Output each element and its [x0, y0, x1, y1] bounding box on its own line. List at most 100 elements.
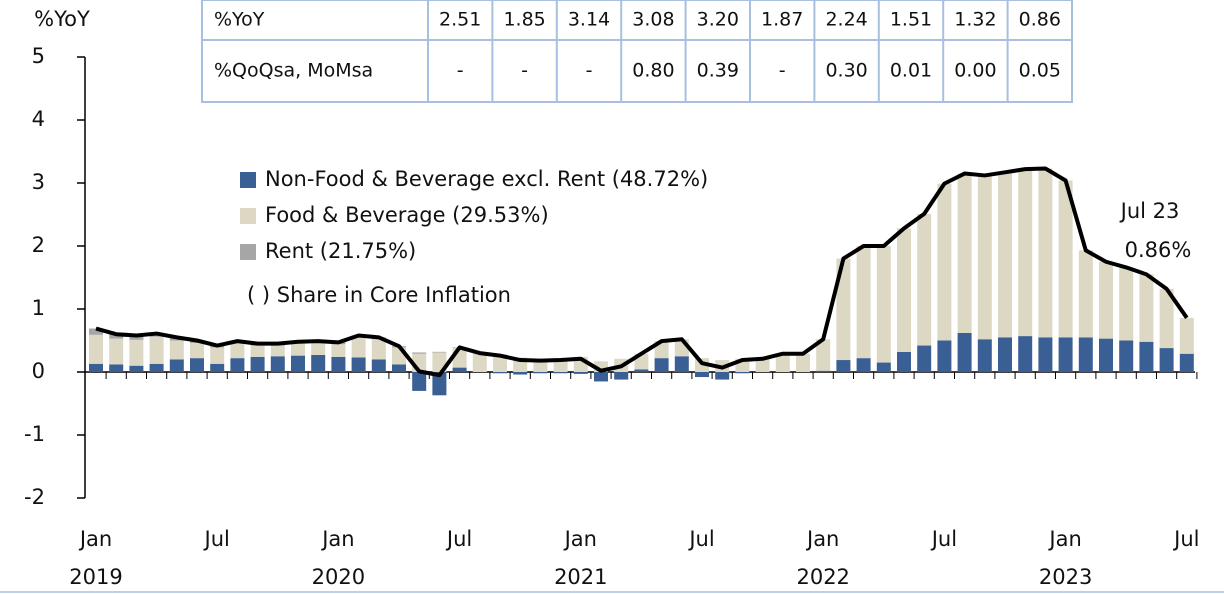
table-cell: 2.24 — [825, 9, 867, 31]
bar — [937, 340, 952, 372]
table-cell: 2.51 — [439, 9, 481, 31]
table-cell: 0.00 — [954, 60, 996, 82]
bar — [190, 343, 204, 359]
bar — [311, 354, 326, 372]
bar — [1038, 337, 1053, 372]
table-cell: 3.20 — [697, 9, 739, 31]
table-cell: 3.14 — [568, 9, 610, 31]
x-tick-label: Jul — [930, 527, 957, 551]
y-tick-label: 5 — [32, 44, 45, 68]
bar — [1018, 336, 1033, 372]
y-tick-label: 3 — [32, 170, 45, 194]
bar — [775, 353, 790, 372]
bar — [210, 363, 225, 372]
table-cell: 3.08 — [632, 9, 674, 31]
bar — [735, 372, 750, 374]
legend-label: Non-Food & Beverage excl. Rent (48.72%) — [265, 167, 708, 191]
bar — [1139, 341, 1154, 372]
bar — [897, 351, 911, 372]
bar — [1099, 338, 1113, 372]
table-cell: 0.39 — [697, 60, 739, 82]
bar — [533, 372, 548, 374]
legend-swatch — [240, 208, 256, 224]
bar — [594, 372, 608, 382]
table-cell: 0.86 — [1019, 9, 1061, 31]
bar — [755, 358, 770, 372]
bar — [331, 344, 346, 357]
bar — [816, 370, 831, 372]
bar — [695, 372, 709, 378]
bar — [856, 358, 871, 372]
legend-swatch — [240, 244, 256, 260]
x-tick-label: Jul — [445, 527, 472, 551]
bar — [917, 345, 932, 372]
bar — [432, 372, 447, 396]
table-cell: 1.51 — [890, 9, 932, 31]
bar — [412, 352, 427, 354]
bar — [493, 354, 507, 372]
table-cell: 1.32 — [954, 9, 996, 31]
bar — [876, 362, 891, 372]
bar — [998, 172, 1012, 338]
bar — [998, 337, 1012, 372]
legend-label: Food & Beverage (29.53%) — [265, 203, 549, 227]
bar — [89, 363, 103, 372]
table-cell: - — [521, 60, 528, 82]
bar — [1119, 340, 1134, 372]
y-tick-label: -2 — [24, 485, 45, 509]
legend-swatch — [240, 172, 256, 188]
bar — [1159, 348, 1174, 372]
table-cell: 0.01 — [890, 60, 932, 82]
bar — [371, 359, 386, 372]
x-tick-label: Jan 2022 — [796, 527, 849, 589]
table-cell: - — [779, 60, 786, 82]
table-cell: - — [586, 60, 593, 82]
x-tick-label: Jan 2019 — [69, 527, 122, 589]
x-tick-label: Jul — [203, 527, 230, 551]
line — [95, 166, 1189, 378]
bar — [270, 345, 285, 357]
annotation: Jul 23 — [1119, 199, 1180, 223]
bar — [109, 338, 124, 365]
bar — [1058, 337, 1073, 372]
bar — [836, 258, 851, 361]
bar — [856, 246, 871, 359]
bar — [169, 359, 184, 372]
bar — [1179, 317, 1194, 354]
table: %YoY 2.51 1.85 3.14 3.08 3.20 1.87 2.24 1.51 1.32… — [201, 0, 1073, 103]
bar — [897, 228, 911, 352]
bar — [957, 332, 972, 372]
y-tick-label: -1 — [24, 422, 45, 446]
bar — [977, 339, 992, 372]
bar — [311, 343, 326, 355]
bar — [291, 343, 305, 356]
bar — [129, 365, 144, 372]
table-cell: - — [457, 60, 464, 82]
legend-note: ( ) Share in Core Inflation — [247, 283, 511, 307]
bar — [493, 372, 507, 374]
bar — [614, 372, 629, 380]
bar — [230, 343, 245, 359]
table-cell: %QoQsa, MoMsa — [214, 60, 373, 82]
bar — [412, 372, 427, 391]
bar — [876, 246, 891, 363]
bar — [1078, 337, 1093, 372]
bar — [270, 356, 285, 372]
bar — [149, 336, 164, 364]
x-tick-label: Jan 2021 — [554, 527, 607, 589]
bar — [351, 337, 366, 358]
bar — [1179, 353, 1194, 372]
y-tick-label: 4 — [32, 107, 45, 131]
bar — [937, 183, 952, 341]
bar — [190, 358, 204, 372]
bar — [715, 372, 730, 380]
bar — [109, 334, 124, 339]
bar — [210, 347, 225, 364]
bar — [917, 213, 932, 346]
bar — [654, 358, 669, 372]
bar — [432, 351, 447, 353]
x-tick-label: Jul — [1172, 527, 1199, 551]
bar — [1078, 250, 1093, 338]
table-cell: 0.05 — [1019, 60, 1061, 82]
